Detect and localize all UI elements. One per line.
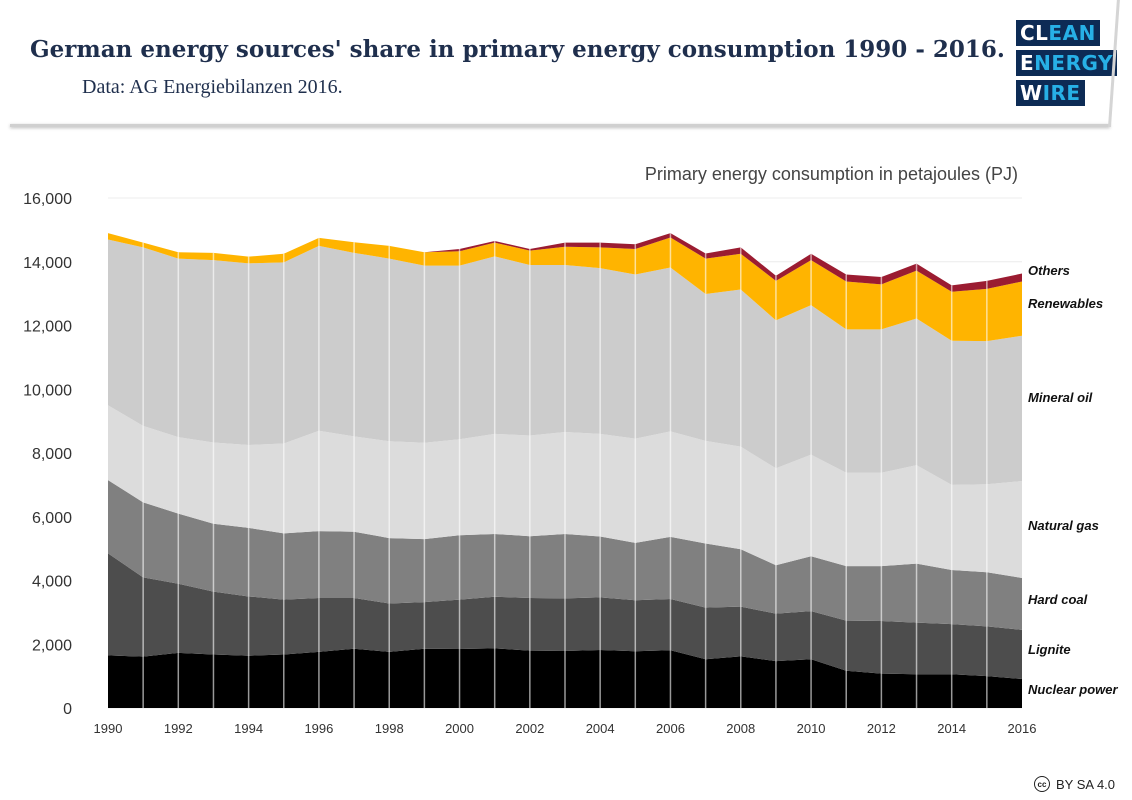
series-label: Renewables bbox=[1028, 296, 1103, 311]
series-label: Nuclear power bbox=[1028, 682, 1119, 697]
x-tick-label: 2004 bbox=[586, 721, 615, 736]
x-tick-label: 2000 bbox=[445, 721, 474, 736]
x-tick-label: 1998 bbox=[375, 721, 404, 736]
data-source: Data: AG Energiebilanzen 2016. bbox=[82, 76, 343, 98]
x-tick-label: 2010 bbox=[797, 721, 826, 736]
license-text: BY SA 4.0 bbox=[1056, 776, 1116, 792]
x-tick-label: 1994 bbox=[234, 721, 263, 736]
y-tick-label: 4,000 bbox=[32, 574, 72, 591]
header-divider bbox=[10, 124, 1110, 127]
logo-row-energy: ENERGY bbox=[1016, 50, 1117, 76]
series-label: Lignite bbox=[1028, 642, 1071, 657]
chart-title: Primary energy consumption in petajoules… bbox=[645, 164, 1018, 184]
logo-row-wire: WIRE bbox=[1016, 80, 1085, 106]
y-tick-label: 6,000 bbox=[32, 510, 72, 527]
page-title: German energy sources' share in primary … bbox=[30, 36, 1005, 63]
x-tick-label: 2012 bbox=[867, 721, 896, 736]
y-tick-label: 2,000 bbox=[32, 637, 72, 654]
x-tick-label: 1990 bbox=[94, 721, 123, 736]
x-tick-label: 2016 bbox=[1008, 721, 1037, 736]
y-tick-label: 10,000 bbox=[23, 382, 72, 399]
y-tick-label: 0 bbox=[63, 701, 72, 718]
x-tick-label: 2008 bbox=[726, 721, 755, 736]
y-tick-label: 14,000 bbox=[23, 255, 72, 272]
header: German energy sources' share in primary … bbox=[0, 0, 1132, 128]
cc-icon: cc bbox=[1034, 776, 1050, 792]
x-tick-label: 2014 bbox=[937, 721, 966, 736]
series-label: Others bbox=[1028, 263, 1070, 278]
x-tick-label: 2006 bbox=[656, 721, 685, 736]
x-tick-label: 2002 bbox=[515, 721, 544, 736]
license: cc BY SA 4.0 bbox=[1034, 776, 1115, 792]
y-tick-label: 8,000 bbox=[32, 446, 72, 463]
logo-row-clean: CLEAN bbox=[1016, 20, 1100, 46]
series-label: Hard coal bbox=[1028, 592, 1088, 607]
y-tick-label: 12,000 bbox=[23, 319, 72, 336]
series-label: Natural gas bbox=[1028, 518, 1099, 533]
x-tick-label: 1992 bbox=[164, 721, 193, 736]
series-label: Mineral oil bbox=[1028, 390, 1093, 405]
x-tick-label: 1996 bbox=[304, 721, 333, 736]
stacked-area-chart: Primary energy consumption in petajoules… bbox=[23, 164, 1119, 736]
y-tick-label: 16,000 bbox=[23, 191, 72, 208]
